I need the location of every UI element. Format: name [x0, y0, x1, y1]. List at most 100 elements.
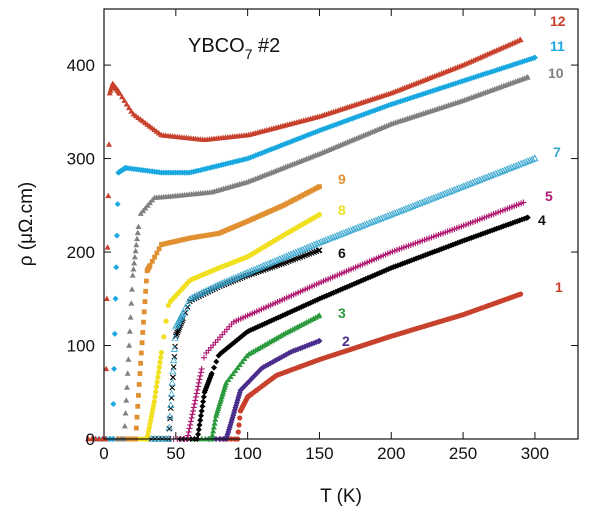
data-point — [301, 244, 309, 252]
data-point — [85, 435, 92, 442]
data-point — [155, 369, 162, 375]
data-point — [418, 198, 426, 206]
data-point — [275, 255, 284, 262]
data-point — [200, 354, 207, 361]
data-point — [156, 364, 162, 370]
data-point — [200, 398, 207, 405]
data-point — [236, 361, 243, 368]
data-point — [337, 230, 346, 237]
data-point — [192, 397, 199, 404]
data-point — [498, 167, 507, 174]
data-point — [316, 247, 323, 254]
data-point — [517, 36, 524, 43]
data-point — [234, 272, 242, 280]
data-point — [278, 254, 286, 261]
data-point — [232, 273, 240, 281]
data-point — [289, 249, 297, 257]
data-point — [526, 156, 534, 164]
data-point — [198, 365, 205, 372]
series-2 — [205, 337, 323, 442]
annotation-subscript: 7 — [245, 46, 253, 62]
data-point — [468, 178, 477, 186]
x-tick-label: 250 — [449, 444, 477, 463]
data-point — [163, 318, 169, 324]
data-point — [411, 201, 419, 208]
data-point — [239, 358, 246, 365]
data-point — [494, 169, 502, 176]
data-point — [464, 180, 472, 188]
data-point — [103, 365, 110, 372]
data-point — [151, 399, 157, 405]
axis-ticks: 0 50 100 150 200 250 300 0 100 200 300 400 — [67, 9, 578, 463]
data-point — [372, 216, 380, 224]
data-point — [459, 182, 468, 190]
x-tick-label: 100 — [233, 444, 261, 463]
data-point — [132, 247, 139, 254]
data-point — [165, 423, 174, 431]
data-point — [388, 210, 396, 217]
data-point — [519, 159, 527, 166]
series-label-9: 9 — [338, 171, 346, 187]
data-point — [236, 271, 245, 279]
data-point — [123, 101, 130, 107]
data-point — [128, 108, 135, 114]
data-point — [255, 263, 263, 271]
data-point — [167, 401, 175, 408]
data-point — [129, 272, 136, 278]
data-point — [243, 268, 252, 276]
data-point — [185, 428, 192, 435]
data-point — [455, 184, 463, 191]
series-label-5: 5 — [545, 188, 553, 204]
y-tick-label: 400 — [67, 56, 95, 75]
data-point — [413, 200, 422, 208]
data-point — [136, 382, 142, 387]
data-point — [140, 330, 146, 335]
data-point — [321, 236, 330, 243]
data-point — [158, 349, 165, 356]
data-point — [478, 175, 486, 182]
data-point — [404, 204, 412, 211]
data-point — [241, 355, 248, 362]
data-point — [331, 232, 339, 240]
data-point — [317, 184, 322, 190]
data-point — [123, 397, 130, 403]
data-point — [209, 431, 216, 438]
data-point — [305, 242, 314, 250]
data-point — [133, 241, 140, 248]
data-point — [282, 252, 291, 260]
data-point — [200, 393, 207, 400]
data-point — [452, 185, 461, 192]
data-point — [356, 222, 364, 230]
data-point — [128, 300, 135, 306]
data-point — [104, 244, 111, 250]
data-point — [131, 253, 138, 260]
data-point — [194, 386, 201, 393]
series-5 — [167, 199, 527, 442]
x-tick-label: 0 — [99, 444, 108, 463]
data-point — [316, 337, 323, 344]
data-point — [416, 199, 424, 207]
data-point — [157, 359, 163, 365]
data-point — [484, 172, 493, 180]
data-point — [390, 209, 399, 217]
data-point — [521, 158, 530, 165]
data-point — [121, 422, 128, 429]
data-point — [135, 223, 142, 230]
data-point — [187, 421, 194, 428]
data-point — [349, 225, 357, 233]
data-point — [507, 163, 516, 171]
x-axis-title: T (K) — [320, 486, 362, 507]
data-point — [110, 400, 117, 407]
data-point — [170, 374, 176, 381]
data-point — [436, 191, 445, 199]
data-point — [103, 295, 110, 301]
data-point — [314, 239, 323, 246]
data-point — [147, 263, 153, 268]
data-point — [170, 364, 177, 370]
data-point — [466, 179, 474, 187]
data-point — [153, 389, 159, 395]
data-point — [524, 74, 531, 80]
x-tick-label: 150 — [305, 444, 333, 463]
series-7 — [147, 154, 539, 442]
